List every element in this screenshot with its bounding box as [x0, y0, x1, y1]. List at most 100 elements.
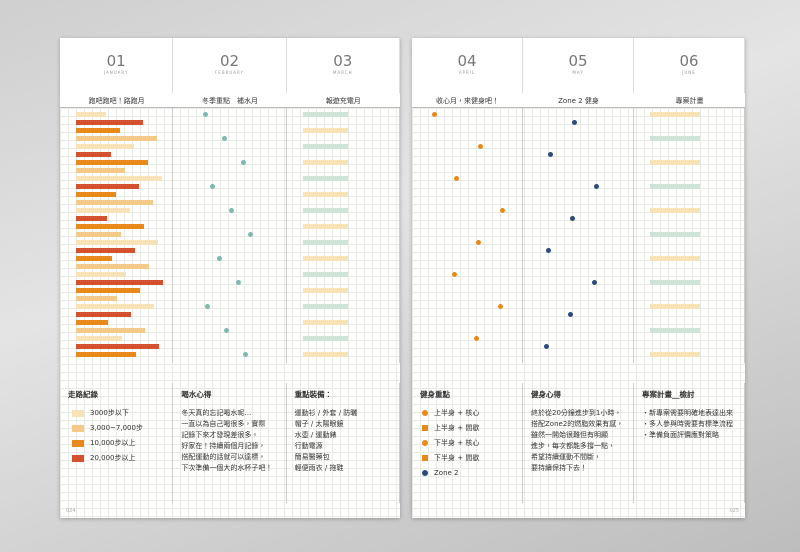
plan-bar [302, 112, 348, 117]
plan-bar [302, 320, 348, 325]
step-bar [76, 152, 111, 157]
page-number: 024 [66, 508, 76, 514]
step-bar [76, 304, 154, 309]
workout-dot [432, 112, 437, 117]
month-column [60, 108, 174, 363]
month-title: 收心月，來健身吧！ [412, 94, 523, 108]
workout-dot [454, 176, 459, 181]
task-bar [650, 136, 700, 141]
box-title: 專案計畫__檢討 [642, 390, 695, 399]
step-bar [76, 176, 162, 181]
month-column [634, 108, 745, 363]
month-header: 01 JANUARY [60, 38, 174, 93]
month-title: 冬季重點 補水月 [173, 94, 287, 108]
box-item: 10,000步以上 [68, 438, 164, 449]
step-bar [76, 232, 121, 237]
water-dot [205, 304, 211, 309]
plan-bar [302, 160, 348, 165]
month-header: 05 MAY [523, 38, 634, 93]
step-bar [76, 248, 135, 253]
plan-bar [302, 304, 348, 309]
task-bar [650, 280, 700, 285]
month-column [412, 108, 523, 363]
step-bar [76, 120, 143, 125]
box-item: 水壺 / 運動錶 [294, 431, 337, 439]
step-bar [76, 128, 120, 133]
workout-dot [592, 280, 597, 285]
plan-bar [302, 192, 348, 197]
workout-dot [594, 184, 599, 189]
month-name: MAY [572, 70, 584, 75]
month-name: MARCH [333, 70, 353, 75]
box-item: 上半身 + 間歇 [420, 423, 514, 434]
step-bar [76, 320, 108, 325]
step-bar [76, 288, 140, 293]
water-dot [229, 208, 235, 213]
month-name: APRIL [458, 70, 476, 75]
plan-bar [302, 208, 348, 213]
note-box: 走路紀錄 3000步以下 3,000~7,000步 10,000步以上 20,000步以… [60, 383, 174, 503]
month-number: 02 [219, 52, 240, 70]
box-title: 健身重點 [420, 390, 450, 399]
box-item: 行動電源 [294, 442, 323, 450]
month-column [173, 108, 287, 363]
box-item: 20,000步以上 [68, 453, 164, 464]
box-item: 下半身 + 間歇 [420, 453, 514, 464]
water-dot [210, 184, 216, 189]
legend-icon [422, 440, 428, 446]
box-item: 雖然一開始很難但有明顯 [531, 431, 608, 439]
box-item: 好家在！持續兩個月記錄， [181, 442, 266, 450]
step-bar [76, 192, 116, 197]
month-name: JANUARY [103, 70, 129, 75]
box-item: 下半身 + 核心 [420, 438, 514, 449]
step-bar [76, 272, 126, 277]
workout-dot [452, 272, 457, 277]
month-number: 03 [333, 52, 353, 70]
step-bar [76, 216, 107, 221]
box-item: 運動衫 / 外套 / 防曬 [294, 409, 358, 417]
task-bar [650, 232, 700, 237]
plan-bar [302, 352, 348, 357]
note-box: 重點裝備： 運動衫 / 外套 / 防曬 帽子 / 太陽眼鏡 水壺 / 運動錶 行動電源簡… [287, 383, 400, 503]
workout-dot [478, 144, 483, 149]
step-bar [76, 168, 125, 173]
legend-icon [422, 425, 428, 431]
plan-bar [302, 256, 348, 261]
box-item: 要持續保持下去！ [531, 464, 587, 472]
step-bar [76, 208, 130, 213]
step-bar [76, 256, 112, 261]
month-title: Zone 2 健身 [523, 94, 634, 108]
step-bar [76, 296, 117, 301]
step-bar [76, 112, 106, 117]
box-item: ・多人參與時需要有標準流程 [642, 420, 733, 428]
step-bar [76, 144, 134, 149]
month-title: 報遊充電月 [286, 94, 400, 108]
workout-dot [568, 312, 573, 317]
month-name: JUNE [682, 70, 696, 75]
task-bar [650, 208, 700, 213]
plan-bar [302, 272, 348, 277]
box-item: 一直以為自己喝很多，實際 [181, 420, 266, 428]
legend-swatch [72, 440, 84, 447]
box-title: 走路紀錄 [68, 390, 98, 399]
box-item: 上半身 + 核心 [420, 408, 514, 419]
step-bar [76, 264, 149, 269]
month-title: 跑吧跑吧！路跑月 [60, 94, 174, 108]
task-bar [650, 160, 700, 165]
box-title: 喝水心得 [181, 390, 212, 399]
box-item: 輕便雨衣 / 拖鞋 [294, 464, 344, 472]
step-bar [76, 184, 139, 189]
box-item: 下次準備一個大的水杯子吧！ [181, 464, 273, 472]
note-box: 健身重點上半身 + 核心 上半身 + 間歇 下半身 + 核心 下半身 + 間歇 Zone… [412, 383, 523, 503]
month-column [287, 108, 400, 363]
month-number: 06 [679, 52, 699, 70]
step-bar [76, 312, 131, 317]
note-box: 喝水心得 冬天真的忘記喝水呢… 一直以為自己喝很多，實際 記錄下來才發現差很多。 好家在… [173, 383, 287, 503]
grid-paper [412, 108, 745, 518]
legend-swatch [72, 455, 84, 462]
box-item: Zone 2 [420, 468, 514, 479]
water-dot [248, 232, 254, 237]
box-title: 重點裝備： [294, 390, 333, 399]
box-item: ・準備負面評價應對策略 [642, 431, 719, 439]
plan-bar [302, 176, 348, 181]
